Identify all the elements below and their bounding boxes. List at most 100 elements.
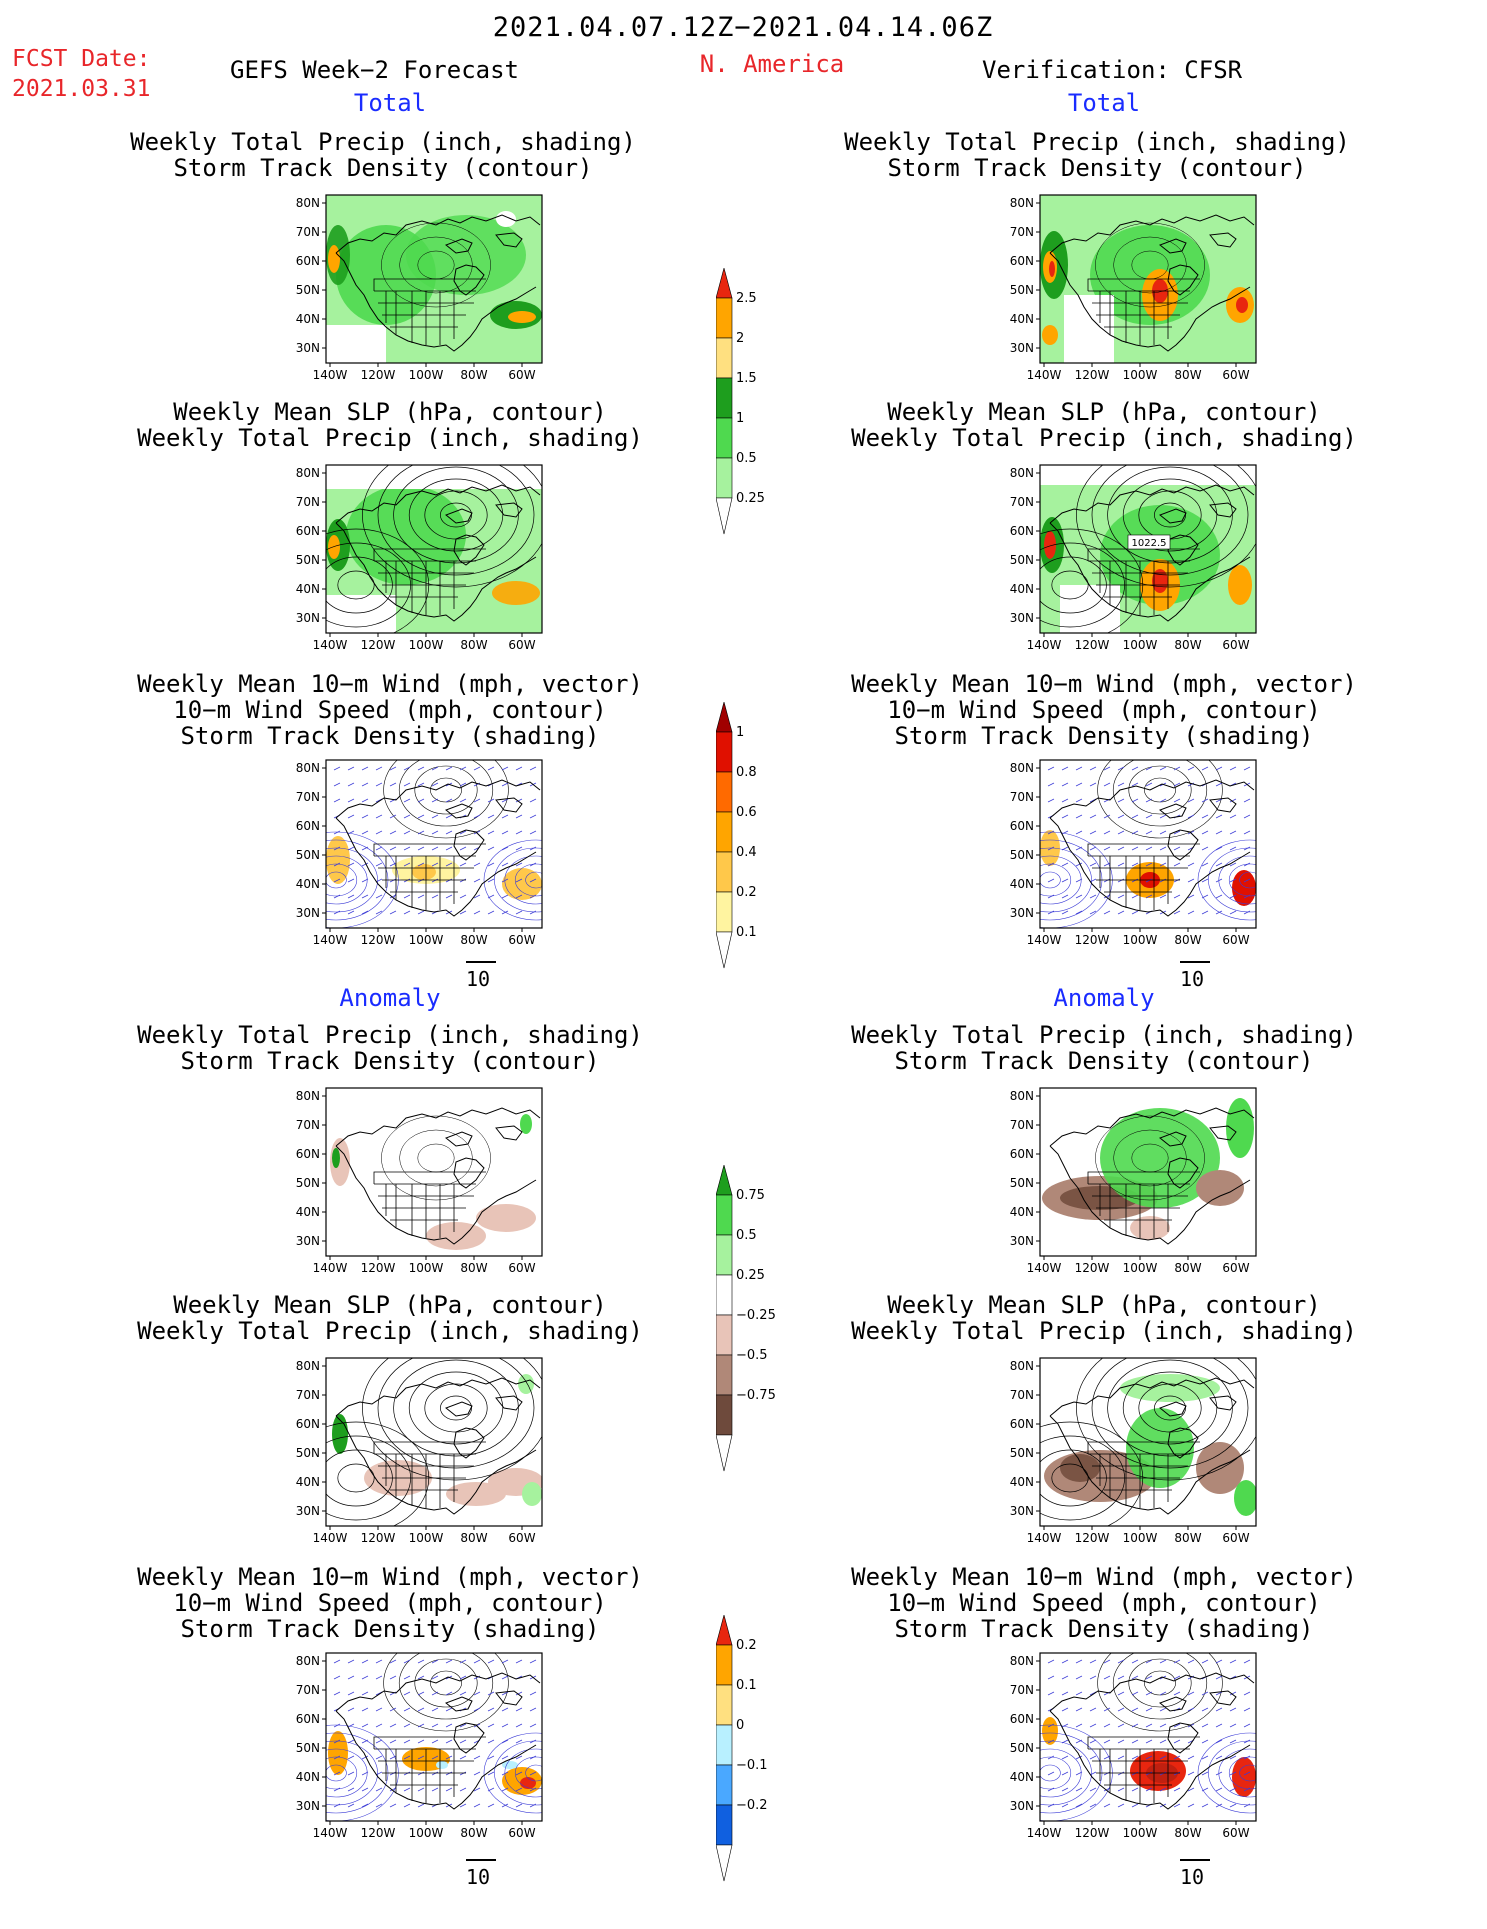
lat-label: 80N (296, 1654, 320, 1668)
panel-title-left-5: Weekly Mean SLP (hPa, contour) Weekly Tot… (137, 1291, 643, 1345)
lon-label: 100W (409, 1826, 444, 1840)
colorbar-label: 0.5 (736, 451, 757, 466)
lat-label: 40N (1010, 877, 1034, 891)
lon-label: 80W (1174, 638, 1201, 652)
lon-label: 140W (1027, 933, 1062, 947)
lat-label: 30N (1010, 1799, 1034, 1813)
lat-label: 50N (296, 1176, 320, 1190)
lat-label: 60N (296, 524, 320, 538)
lon-label: 120W (1075, 933, 1110, 947)
lat-label: 80N (1010, 761, 1034, 775)
left-heading: GEFS Week−2 Forecast (230, 56, 519, 84)
slp-label: 1022.5 (1132, 538, 1167, 549)
colorbar-label: 0.4 (736, 845, 757, 860)
lon-label: 140W (313, 933, 348, 947)
region-label: N. America (699, 50, 845, 78)
map-shading (1040, 1088, 1256, 1256)
section-total-left: Total (353, 89, 427, 117)
lat-label: 70N (1010, 1118, 1034, 1132)
colorbar-segment (715, 497, 733, 535)
lon-label: 60W (1222, 1531, 1249, 1545)
lat-label: 60N (1010, 254, 1034, 268)
colorbar-segment (715, 1724, 733, 1766)
lat-label: 40N (1010, 1770, 1034, 1784)
colorbar-segment (715, 891, 733, 933)
colorbar-label: 0.75 (736, 1188, 765, 1203)
lon-label: 100W (1123, 638, 1158, 652)
lat-label: 70N (1010, 1683, 1034, 1697)
lon-label: 120W (361, 933, 396, 947)
lon-label: 100W (1123, 1261, 1158, 1275)
lat-label: 60N (296, 819, 320, 833)
lat-label: 70N (1010, 1388, 1034, 1402)
map-panel: 80N 70N 60N 50N 40N 30N 140W 120W 100W 80W 60W (282, 194, 546, 389)
lat-label: 30N (1010, 611, 1034, 625)
lat-label: 50N (1010, 1741, 1034, 1755)
vector-ref-right-anom: 10 (1180, 1853, 1210, 1889)
map-panel: 80N 70N 60N 50N 40N 30N 140W 120W 100W 80W 60W (996, 1087, 1260, 1282)
lat-label: 80N (296, 196, 320, 210)
map-shading (1040, 1653, 1256, 1821)
lat-label: 70N (296, 1118, 320, 1132)
lon-label: 140W (313, 368, 348, 382)
lon-label: 60W (1222, 638, 1249, 652)
lon-label: 100W (1123, 368, 1158, 382)
panel-title-right-2: Weekly Mean SLP (hPa, contour) Weekly Tot… (851, 398, 1357, 452)
lon-label: 80W (460, 368, 487, 382)
lat-label: 30N (296, 1799, 320, 1813)
panel-title-right-3: Weekly Mean 10−m Wind (mph, vector) 10−m … (851, 670, 1357, 750)
lat-label: 60N (1010, 1147, 1034, 1161)
colorbar-label: 0.2 (736, 1638, 757, 1653)
section-total-right: Total (1067, 89, 1141, 117)
panel-title-left-1: Weekly Total Precip (inch, shading) Storm… (130, 128, 636, 182)
lat-label: 60N (1010, 1417, 1034, 1431)
lat-label: 60N (1010, 819, 1034, 833)
lat-label: 40N (1010, 582, 1034, 596)
lat-label: 60N (296, 1417, 320, 1431)
lat-label: 70N (1010, 495, 1034, 509)
lat-label: 80N (1010, 466, 1034, 480)
lon-label: 60W (508, 1531, 535, 1545)
lat-label: 50N (296, 1741, 320, 1755)
colorbar-label: 2 (736, 331, 744, 346)
colorbar-storm-anom: 0.2 0.1 0 −0.1 −0.2 (715, 1613, 796, 1929)
lon-label: 80W (460, 1261, 487, 1275)
lon-label: 100W (409, 1261, 444, 1275)
colorbar-segment (715, 457, 733, 499)
lat-label: 30N (1010, 906, 1034, 920)
lat-label: 30N (296, 906, 320, 920)
panel-title-left-3: Weekly Mean 10−m Wind (mph, vector) 10−m … (137, 670, 643, 750)
lon-label: 100W (409, 1531, 444, 1545)
lon-label: 140W (313, 638, 348, 652)
panel-title-left-4: Weekly Total Precip (inch, shading) Storm… (137, 1021, 643, 1075)
lon-label: 80W (460, 1826, 487, 1840)
colorbar-segment (715, 1163, 733, 1196)
colorbar-segment (715, 851, 733, 893)
lon-label: 120W (1075, 368, 1110, 382)
lat-label: 70N (296, 790, 320, 804)
colorbar-precip-anom: 0.75 0.5 0.25 −0.25 −0.5 −0.75 (715, 1163, 796, 1519)
lat-label: 70N (1010, 225, 1034, 239)
lat-label: 50N (1010, 1176, 1034, 1190)
lat-label: 50N (296, 848, 320, 862)
lat-label: 40N (296, 877, 320, 891)
lat-label: 40N (296, 582, 320, 596)
lon-label: 140W (313, 1531, 348, 1545)
colorbar-segment (715, 1234, 733, 1276)
lat-label: 70N (296, 1388, 320, 1402)
lon-label: 60W (1222, 1826, 1249, 1840)
map-shading (1040, 1358, 1256, 1526)
valid-period-title: 2021.04.07.12Z−2021.04.14.06Z (492, 12, 994, 43)
map-shading (326, 465, 542, 633)
lat-label: 40N (296, 1205, 320, 1219)
lat-label: 80N (1010, 1654, 1034, 1668)
lon-label: 80W (1174, 1826, 1201, 1840)
lon-label: 60W (508, 1261, 535, 1275)
colorbar-label: −0.25 (736, 1308, 776, 1323)
colorbar-segment (715, 1314, 733, 1356)
colorbar-segment (715, 1804, 733, 1846)
map-shading (1040, 195, 1256, 363)
map-panel: 80N 70N 60N 50N 40N 30N 140W 120W 100W 80W 60W (996, 759, 1260, 954)
panel-title-left-6: Weekly Mean 10−m Wind (mph, vector) 10−m … (137, 1563, 643, 1643)
colorbar-label: 0.1 (736, 1678, 757, 1693)
